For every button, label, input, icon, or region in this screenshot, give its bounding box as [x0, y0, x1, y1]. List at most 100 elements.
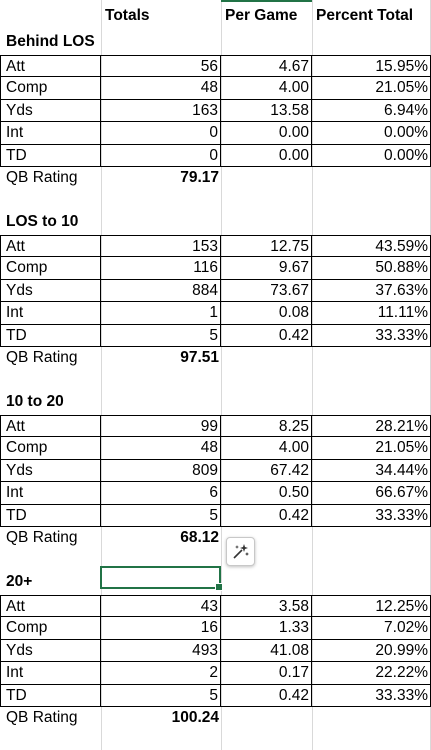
- per-game-cell[interactable]: 0.08: [221, 302, 312, 325]
- totals-cell[interactable]: 6: [101, 482, 221, 505]
- totals-cell[interactable]: 48: [101, 77, 221, 100]
- stat-label-cell[interactable]: TD: [0, 324, 101, 347]
- totals-cell[interactable]: 163: [101, 99, 221, 122]
- per-game-cell[interactable]: 1.33: [221, 617, 312, 640]
- qb-rating-value[interactable]: 97.51: [180, 349, 219, 366]
- percent-total-cell[interactable]: 34.44%: [312, 459, 431, 482]
- qb-rating-label[interactable]: QB Rating: [6, 529, 78, 546]
- per-game-cell[interactable]: 0.17: [221, 662, 312, 685]
- totals-cell[interactable]: 5: [101, 324, 221, 347]
- per-game-cell[interactable]: 0.42: [221, 324, 312, 347]
- percent-total-cell[interactable]: 21.05%: [312, 437, 431, 460]
- percent-total-cell[interactable]: 22.22%: [312, 662, 431, 685]
- stat-label-cell[interactable]: Att: [0, 54, 101, 77]
- percent-total-cell[interactable]: 20.99%: [312, 639, 431, 662]
- stat-label-cell[interactable]: Yds: [0, 279, 101, 302]
- percent-total-cell[interactable]: 43.59%: [312, 234, 431, 257]
- totals-cell[interactable]: 43: [101, 594, 221, 617]
- totals-cell[interactable]: 116: [101, 257, 221, 280]
- per-game-cell[interactable]: 0.00: [221, 122, 312, 145]
- qb-rating-label[interactable]: QB Rating: [6, 709, 78, 726]
- totals-cell[interactable]: 5: [101, 504, 221, 527]
- totals-cell[interactable]: 884: [101, 279, 221, 302]
- percent-total-cell[interactable]: 50.88%: [312, 257, 431, 280]
- stat-label-cell[interactable]: TD: [0, 504, 101, 527]
- quick-analysis-button[interactable]: [226, 537, 255, 566]
- per-game-cell[interactable]: 13.58: [221, 99, 312, 122]
- totals-cell[interactable]: 0: [101, 122, 221, 145]
- percent-total-cell[interactable]: 7.02%: [312, 617, 431, 640]
- stat-label-cell[interactable]: Comp: [0, 617, 101, 640]
- totals-cell[interactable]: 2: [101, 662, 221, 685]
- stat-label-cell[interactable]: Yds: [0, 639, 101, 662]
- per-game-cell[interactable]: 4.00: [221, 77, 312, 100]
- totals-cell[interactable]: 99: [101, 414, 221, 437]
- qb-rating-label[interactable]: QB Rating: [6, 349, 78, 366]
- totals-cell[interactable]: 0: [101, 144, 221, 167]
- stat-label-cell[interactable]: Int: [0, 482, 101, 505]
- per-game-cell[interactable]: 0.00: [221, 144, 312, 167]
- totals-cell[interactable]: 493: [101, 639, 221, 662]
- percent-total-cell[interactable]: 15.95%: [312, 54, 431, 77]
- section-title[interactable]: 20+: [6, 573, 33, 590]
- qb-rating-value[interactable]: 79.17: [180, 169, 219, 186]
- percent-total-cell[interactable]: 21.05%: [312, 77, 431, 100]
- per-game-cell[interactable]: 41.08: [221, 639, 312, 662]
- totals-cell[interactable]: 1: [101, 302, 221, 325]
- per-game-cell[interactable]: 8.25: [221, 414, 312, 437]
- totals-cell[interactable]: 5: [101, 684, 221, 707]
- totals-cell[interactable]: 809: [101, 459, 221, 482]
- stat-label-cell[interactable]: Int: [0, 302, 101, 325]
- section-title[interactable]: Behind LOS: [6, 33, 95, 50]
- per-game-cell[interactable]: 12.75: [221, 234, 312, 257]
- percent-total-cell[interactable]: 11.11%: [312, 302, 431, 325]
- totals-cell[interactable]: 153: [101, 234, 221, 257]
- stat-label-cell[interactable]: TD: [0, 144, 101, 167]
- header-per-game[interactable]: Per Game: [225, 7, 298, 24]
- stat-label-cell[interactable]: Int: [0, 122, 101, 145]
- percent-total-cell[interactable]: 12.25%: [312, 594, 431, 617]
- stat-label-cell[interactable]: Comp: [0, 77, 101, 100]
- percent-total-cell[interactable]: 0.00%: [312, 122, 431, 145]
- active-cell-selection[interactable]: [100, 566, 223, 591]
- totals-cell[interactable]: 48: [101, 437, 221, 460]
- header-percent-total[interactable]: Percent Total: [316, 7, 414, 24]
- stat-label-cell[interactable]: Att: [0, 414, 101, 437]
- per-game-cell[interactable]: 0.50: [221, 482, 312, 505]
- per-game-cell[interactable]: 0.42: [221, 504, 312, 527]
- per-game-cell[interactable]: 4.67: [221, 54, 312, 77]
- qb-rating-label[interactable]: QB Rating: [6, 169, 78, 186]
- per-game-cell[interactable]: 4.00: [221, 437, 312, 460]
- per-game-cell[interactable]: 0.42: [221, 684, 312, 707]
- percent-total-cell[interactable]: 33.33%: [312, 684, 431, 707]
- percent-total-cell[interactable]: 28.21%: [312, 414, 431, 437]
- per-game-cell[interactable]: 3.58: [221, 594, 312, 617]
- percent-total-cell[interactable]: 33.33%: [312, 504, 431, 527]
- totals-cell[interactable]: 16: [101, 617, 221, 640]
- header-blank-cell[interactable]: [0, 5, 101, 28]
- section-title[interactable]: 10 to 20: [6, 393, 64, 410]
- stat-label-cell[interactable]: Att: [0, 594, 101, 617]
- stat-label-cell[interactable]: Comp: [0, 257, 101, 280]
- fill-handle[interactable]: [215, 583, 223, 591]
- stat-label-cell[interactable]: TD: [0, 684, 101, 707]
- section-title[interactable]: LOS to 10: [6, 213, 79, 230]
- stat-label-cell[interactable]: Yds: [0, 459, 101, 482]
- totals-cell[interactable]: 56: [101, 54, 221, 77]
- stat-label-cell[interactable]: Comp: [0, 437, 101, 460]
- per-game-cell[interactable]: 73.67: [221, 279, 312, 302]
- percent-total-cell[interactable]: 0.00%: [312, 144, 431, 167]
- percent-total-cell[interactable]: 37.63%: [312, 279, 431, 302]
- stat-label-cell[interactable]: Yds: [0, 99, 101, 122]
- stat-label-cell[interactable]: Int: [0, 662, 101, 685]
- percent-total-cell[interactable]: 6.94%: [312, 99, 431, 122]
- header-totals[interactable]: Totals: [105, 7, 150, 24]
- percent-total-cell[interactable]: 66.67%: [312, 482, 431, 505]
- percent-total-cell[interactable]: 33.33%: [312, 324, 431, 347]
- header-row: Totals Per Game Percent Total: [0, 5, 431, 28]
- per-game-cell[interactable]: 67.42: [221, 459, 312, 482]
- qb-rating-value[interactable]: 100.24: [171, 709, 219, 726]
- qb-rating-value[interactable]: 68.12: [180, 529, 219, 546]
- stat-label-cell[interactable]: Att: [0, 234, 101, 257]
- per-game-cell[interactable]: 9.67: [221, 257, 312, 280]
